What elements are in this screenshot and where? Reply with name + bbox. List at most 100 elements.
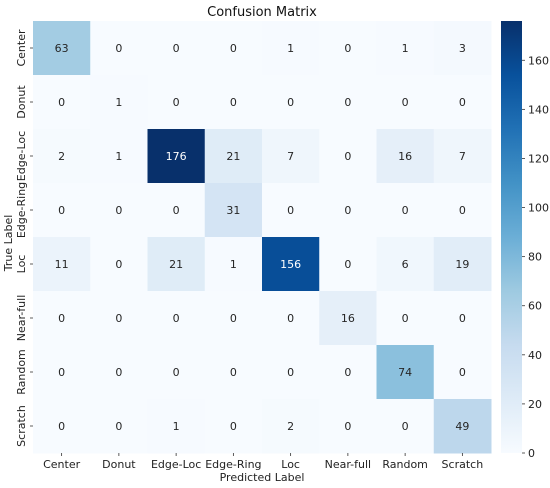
heatmap-cell bbox=[33, 237, 91, 292]
heatmap-cell bbox=[147, 399, 206, 454]
heatmap-cells: 63 0 0 0 1 0 1 30 1 0 0 0 0 0 02 1 176 21 7 0 16 70 0 0 31 0 0 0 011… bbox=[33, 21, 492, 454]
chart-title: Confusion Matrix bbox=[207, 5, 317, 20]
y-tick-label: Donut bbox=[15, 85, 28, 119]
cell-value-label: 176 bbox=[166, 150, 187, 163]
heatmap-cell bbox=[262, 129, 320, 184]
colorbar-tick-label: 40 bbox=[528, 349, 542, 362]
cell-value-label: 0 bbox=[230, 420, 237, 433]
y-tick-label: Center bbox=[15, 29, 28, 67]
heatmap-cell bbox=[33, 291, 91, 346]
cell-value-label: 0 bbox=[230, 42, 237, 55]
colorbar-tick-label: 120 bbox=[528, 152, 549, 165]
cell-value-label: 74 bbox=[398, 366, 412, 379]
heatmap-cell bbox=[262, 75, 320, 130]
heatmap-cell bbox=[262, 237, 320, 292]
cell-value-label: 0 bbox=[230, 312, 237, 325]
heatmap-cell bbox=[204, 183, 263, 238]
cell-value-label: 11 bbox=[55, 258, 69, 271]
heatmap-cell bbox=[433, 399, 492, 454]
cell-value-label: 31 bbox=[226, 204, 240, 217]
heatmap-cell bbox=[319, 129, 377, 184]
colorbar-tick-label: 140 bbox=[528, 103, 549, 116]
heatmap-cell bbox=[433, 291, 492, 346]
cell-value-label: 0 bbox=[402, 420, 409, 433]
heatmap-cell bbox=[319, 75, 377, 130]
x-axis-ticks: Center Donut Edge-Loc Edge-Ring Loc Near-full… bbox=[43, 453, 483, 471]
x-tick-label: Random bbox=[382, 458, 428, 471]
heatmap-cell bbox=[433, 345, 492, 400]
cell-value-label: 0 bbox=[58, 366, 65, 379]
heatmap-cell bbox=[433, 129, 492, 184]
cell-value-label: 0 bbox=[115, 42, 122, 55]
heatmap-cell bbox=[33, 345, 91, 400]
cell-value-label: 16 bbox=[398, 150, 412, 163]
heatmap-cell bbox=[433, 237, 492, 292]
cell-value-label: 156 bbox=[280, 258, 301, 271]
cell-value-label: 0 bbox=[115, 366, 122, 379]
heatmap-cell bbox=[262, 345, 320, 400]
heatmap-cell bbox=[204, 345, 263, 400]
cell-value-label: 1 bbox=[173, 420, 180, 433]
heatmap-cell bbox=[90, 75, 148, 130]
x-tick-label: Loc bbox=[281, 458, 300, 471]
cell-value-label: 1 bbox=[230, 258, 237, 271]
y-tick-label: Near-full bbox=[15, 295, 28, 341]
cell-value-label: 0 bbox=[344, 204, 351, 217]
heatmap-cell bbox=[33, 129, 91, 184]
heatmap-cell bbox=[90, 237, 148, 292]
heatmap-cell bbox=[147, 75, 206, 130]
heatmap-cell bbox=[319, 345, 377, 400]
cell-value-label: 0 bbox=[402, 312, 409, 325]
heatmap-cell bbox=[147, 291, 206, 346]
cell-value-label: 21 bbox=[226, 150, 240, 163]
heatmap-cell bbox=[433, 75, 492, 130]
heatmap-cell bbox=[376, 237, 435, 292]
cell-value-label: 0 bbox=[115, 258, 122, 271]
x-tick-label: Edge-Ring bbox=[205, 458, 261, 471]
heatmap-cell bbox=[376, 345, 435, 400]
heatmap-cell bbox=[33, 183, 91, 238]
colorbar-ticks: 0 20 40 60 80 100 120 140 160 bbox=[522, 54, 549, 460]
heatmap-cell bbox=[90, 21, 148, 76]
cell-value-label: 0 bbox=[459, 312, 466, 325]
heatmap-cell bbox=[147, 183, 206, 238]
heatmap-cell bbox=[90, 183, 148, 238]
colorbar-tick-label: 160 bbox=[528, 54, 549, 67]
cell-value-label: 0 bbox=[58, 96, 65, 109]
cell-value-label: 63 bbox=[55, 42, 69, 55]
heatmap-cell bbox=[33, 75, 91, 130]
colorbar-tick-label: 60 bbox=[528, 300, 542, 313]
heatmap-cell bbox=[147, 237, 206, 292]
cell-value-label: 2 bbox=[287, 420, 294, 433]
heatmap-cell bbox=[204, 129, 263, 184]
cell-value-label: 1 bbox=[115, 150, 122, 163]
cell-value-label: 0 bbox=[115, 312, 122, 325]
heatmap-cell bbox=[90, 129, 148, 184]
x-axis-label: Predicted Label bbox=[220, 471, 305, 484]
colorbar bbox=[501, 21, 522, 453]
cell-value-label: 0 bbox=[344, 96, 351, 109]
heatmap-cell bbox=[90, 399, 148, 454]
cell-value-label: 0 bbox=[344, 42, 351, 55]
x-tick-label: Center bbox=[43, 458, 81, 471]
cell-value-label: 0 bbox=[344, 150, 351, 163]
heatmap-cell bbox=[376, 399, 435, 454]
x-tick-label: Edge-Loc bbox=[151, 458, 201, 471]
heatmap-cell bbox=[376, 21, 435, 76]
cell-value-label: 0 bbox=[459, 366, 466, 379]
y-tick-label: Edge-Ring bbox=[15, 182, 28, 238]
cell-value-label: 0 bbox=[344, 366, 351, 379]
heatmap-cell bbox=[319, 237, 377, 292]
heatmap-cell bbox=[204, 21, 263, 76]
heatmap-cell bbox=[376, 129, 435, 184]
cell-value-label: 0 bbox=[344, 258, 351, 271]
cell-value-label: 0 bbox=[58, 204, 65, 217]
heatmap-cell bbox=[33, 399, 91, 454]
heatmap-cell bbox=[319, 399, 377, 454]
heatmap-cell bbox=[204, 291, 263, 346]
cell-value-label: 19 bbox=[455, 258, 469, 271]
cell-value-label: 0 bbox=[173, 96, 180, 109]
heatmap-cell bbox=[376, 291, 435, 346]
x-tick-label: Scratch bbox=[442, 458, 484, 471]
